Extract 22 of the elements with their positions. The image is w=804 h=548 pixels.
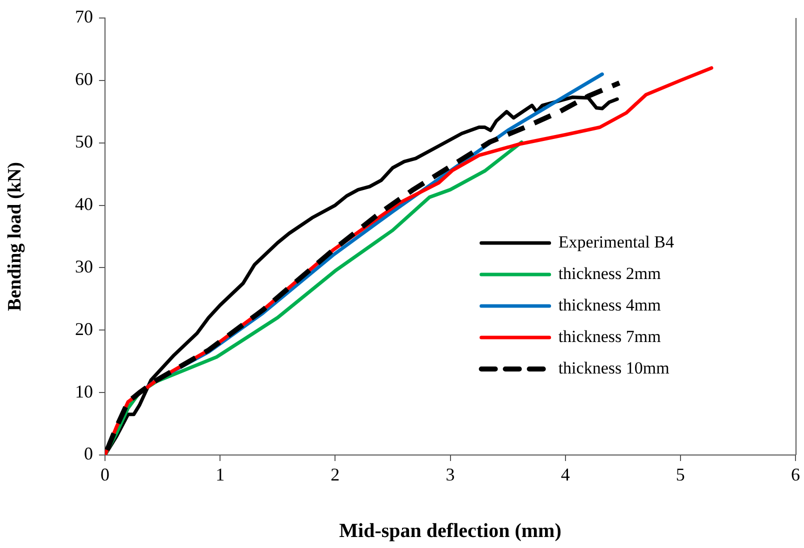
y-tick-label: 20 [75, 318, 93, 339]
y-tick-label: 60 [75, 69, 93, 90]
x-tick-label: 4 [560, 464, 570, 485]
y-tick-label: 0 [84, 444, 93, 464]
x-tick-label: 5 [676, 464, 685, 485]
x-axis-title: Mid-span deflection (mm) [339, 520, 562, 542]
y-tick-label: 40 [75, 194, 93, 214]
y-tick-label: 10 [75, 381, 93, 402]
y-tick-label: 70 [75, 6, 93, 27]
legend-label: thickness 10mm [558, 358, 670, 378]
legend-label: Experimental B4 [558, 232, 674, 252]
y-axis-title: Bending load (kN) [4, 162, 26, 311]
x-tick-label: 1 [216, 464, 225, 485]
x-tick-label: 3 [446, 464, 455, 485]
legend-label: thickness 7mm [558, 326, 661, 346]
legend-label: thickness 4mm [558, 295, 661, 314]
x-tick-label: 6 [791, 464, 800, 485]
x-tick-label: 0 [100, 464, 110, 485]
y-tick-label: 30 [75, 256, 93, 276]
y-tick-label: 50 [75, 132, 93, 152]
legend-label: thickness 2mm [558, 264, 661, 283]
x-tick-label: 2 [330, 464, 340, 485]
